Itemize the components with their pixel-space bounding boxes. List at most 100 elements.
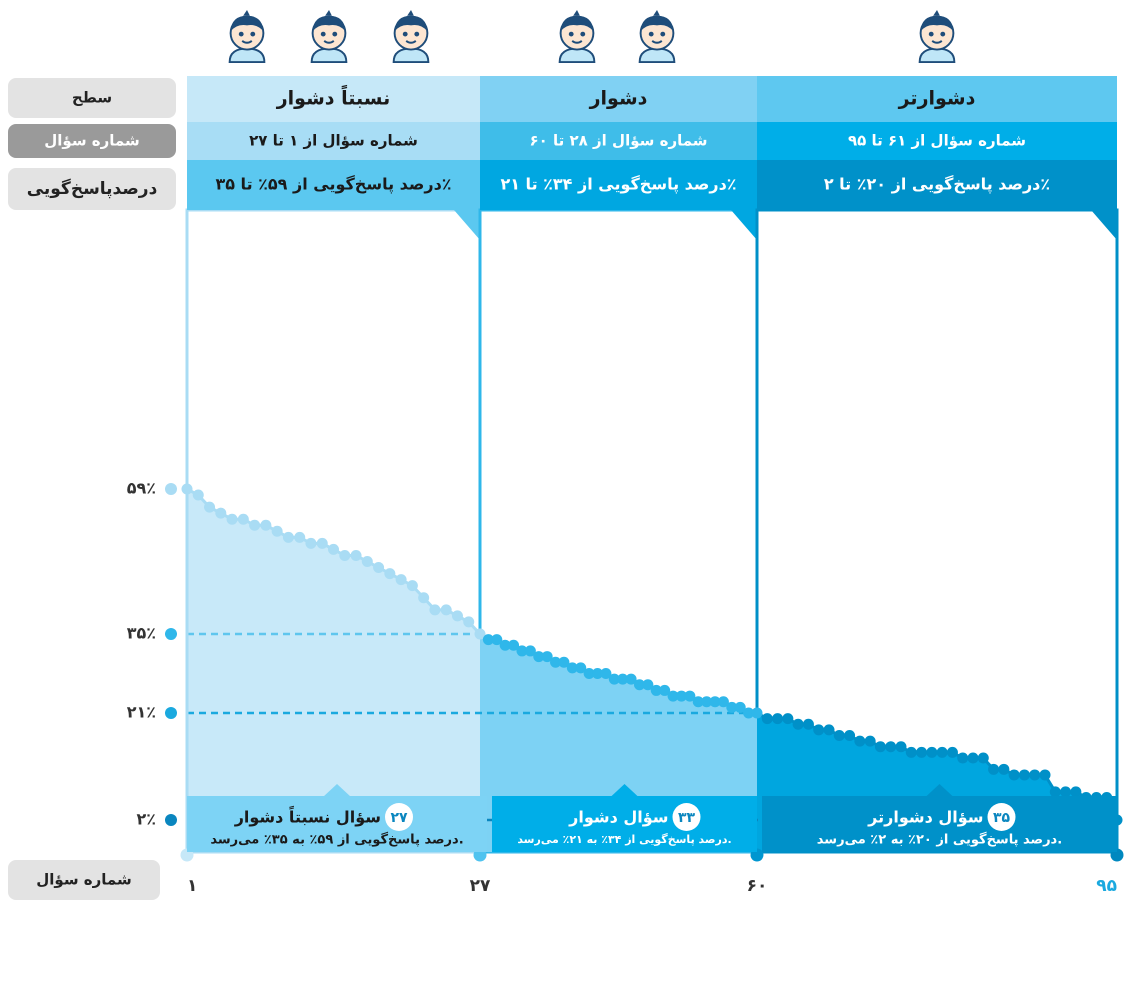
summary-count: ۳۳ <box>678 810 696 826</box>
zone-header-text: شماره سؤال از ۱ تا ۲۷ <box>249 132 418 150</box>
row-label: شماره سؤال <box>44 132 139 150</box>
summary-title: سؤال نسبتاً دشوار <box>234 805 381 827</box>
y-tick-label: ۵۹٪ <box>127 479 156 498</box>
kid-icon <box>640 10 675 62</box>
summary-text: درصد پاسخ‌گویی از ۵۹٪ به ۳۵٪ می‌رسد. <box>210 832 463 848</box>
point <box>968 753 979 764</box>
point <box>957 753 968 764</box>
point <box>875 741 886 752</box>
kid-icon <box>560 10 595 62</box>
zone-header-text: دشوار <box>589 88 648 110</box>
zone-header-text: شماره سؤال از ۲۸ تا ۶۰ <box>529 132 707 150</box>
summary-text: درصد پاسخ‌گویی از ۳۴٪ به ۲۱٪ می‌رسد. <box>517 833 731 846</box>
point <box>384 568 395 579</box>
point <box>305 538 316 549</box>
zone-header-text: درصد پاسخ‌گویی از ۵۹٪ تا ۳۵٪ <box>215 175 451 195</box>
y-tick-label: ۲۱٪ <box>127 703 156 722</box>
y-tick-dot <box>165 707 177 719</box>
point <box>373 562 384 573</box>
point <box>351 550 362 561</box>
point <box>937 747 948 758</box>
point <box>793 719 804 730</box>
page: {"chart_data": { "type": "line", "row_la… <box>0 0 1125 999</box>
summary-text: درصد پاسخ‌گویی از ۲۰٪ به ۲٪ می‌رسد. <box>817 832 1062 848</box>
kid-icon <box>920 10 955 62</box>
point <box>803 719 814 730</box>
point <box>249 520 260 531</box>
point <box>782 713 793 724</box>
point <box>772 713 783 724</box>
summary-count: ۳۵ <box>993 810 1011 826</box>
chart: سطح شماره سؤال درصدپاسخ‌گویی نسبتاً دشوار شم… <box>0 0 1125 999</box>
point <box>215 508 226 519</box>
summary-title: سؤال دشوارتر <box>867 808 983 827</box>
y-tick-label: ۳۵٪ <box>127 624 156 643</box>
x-tick-label: ۶۰ <box>747 876 768 896</box>
point <box>1060 786 1071 797</box>
row-label: درصدپاسخ‌گویی <box>27 178 158 199</box>
point <box>947 747 958 758</box>
point <box>834 730 845 741</box>
point <box>896 741 907 752</box>
point <box>1040 769 1051 780</box>
point <box>885 741 896 752</box>
point <box>339 550 350 561</box>
kid-icon <box>230 10 265 62</box>
point <box>865 736 876 747</box>
point <box>988 764 999 775</box>
point <box>317 538 328 549</box>
y-tick-label: ۲٪ <box>136 810 156 829</box>
point <box>238 514 249 525</box>
x-axis-label: شماره سؤال <box>36 871 131 889</box>
point <box>429 604 440 615</box>
zone-header-text: دشوارتر <box>898 88 976 110</box>
zone-header-text: شماره سؤال از ۶۱ تا ۹۵ <box>848 132 1026 150</box>
zone-header-text: درصد پاسخ‌گویی از ۳۴٪ تا ۲۱٪ <box>500 175 736 195</box>
point <box>407 580 418 591</box>
point <box>762 713 773 724</box>
x-tick-label: ۱ <box>187 876 197 896</box>
y-tick-dot <box>165 628 177 640</box>
point <box>906 747 917 758</box>
point <box>204 502 215 513</box>
point <box>283 532 294 543</box>
point <box>844 730 855 741</box>
point <box>752 708 763 719</box>
point <box>193 490 204 501</box>
point <box>1070 786 1081 797</box>
point <box>260 520 271 531</box>
point <box>824 724 835 735</box>
x-tick-label: ۹۵ <box>1096 876 1117 896</box>
point <box>998 764 1009 775</box>
x-tick-label: ۲۷ <box>470 876 491 896</box>
point <box>441 604 452 615</box>
zone-header-text: درصد پاسخ‌گویی از ۲۰٪ تا ۲٪ <box>824 175 1050 195</box>
point <box>328 544 339 555</box>
point <box>227 514 238 525</box>
kid-icon <box>394 10 429 62</box>
point <box>1019 769 1030 780</box>
zone-header-text: نسبتاً دشوار <box>276 84 391 109</box>
y-tick-dot <box>165 814 177 826</box>
point <box>1009 769 1020 780</box>
summary-title: سؤال دشوار <box>568 808 668 827</box>
point <box>463 616 474 627</box>
point <box>396 574 407 585</box>
point <box>854 736 865 747</box>
point <box>418 592 429 603</box>
point <box>362 556 373 567</box>
point <box>1029 769 1040 780</box>
row-label: سطح <box>72 89 112 107</box>
point <box>813 724 824 735</box>
kids <box>230 10 955 62</box>
y-tick-dot <box>165 483 177 495</box>
point <box>916 747 927 758</box>
kid-icon <box>312 10 347 62</box>
point <box>272 526 283 537</box>
summary-count: ۲۷ <box>390 810 408 826</box>
point <box>182 484 193 495</box>
point <box>926 747 937 758</box>
point <box>978 753 989 764</box>
point <box>1050 786 1061 797</box>
point <box>294 532 305 543</box>
